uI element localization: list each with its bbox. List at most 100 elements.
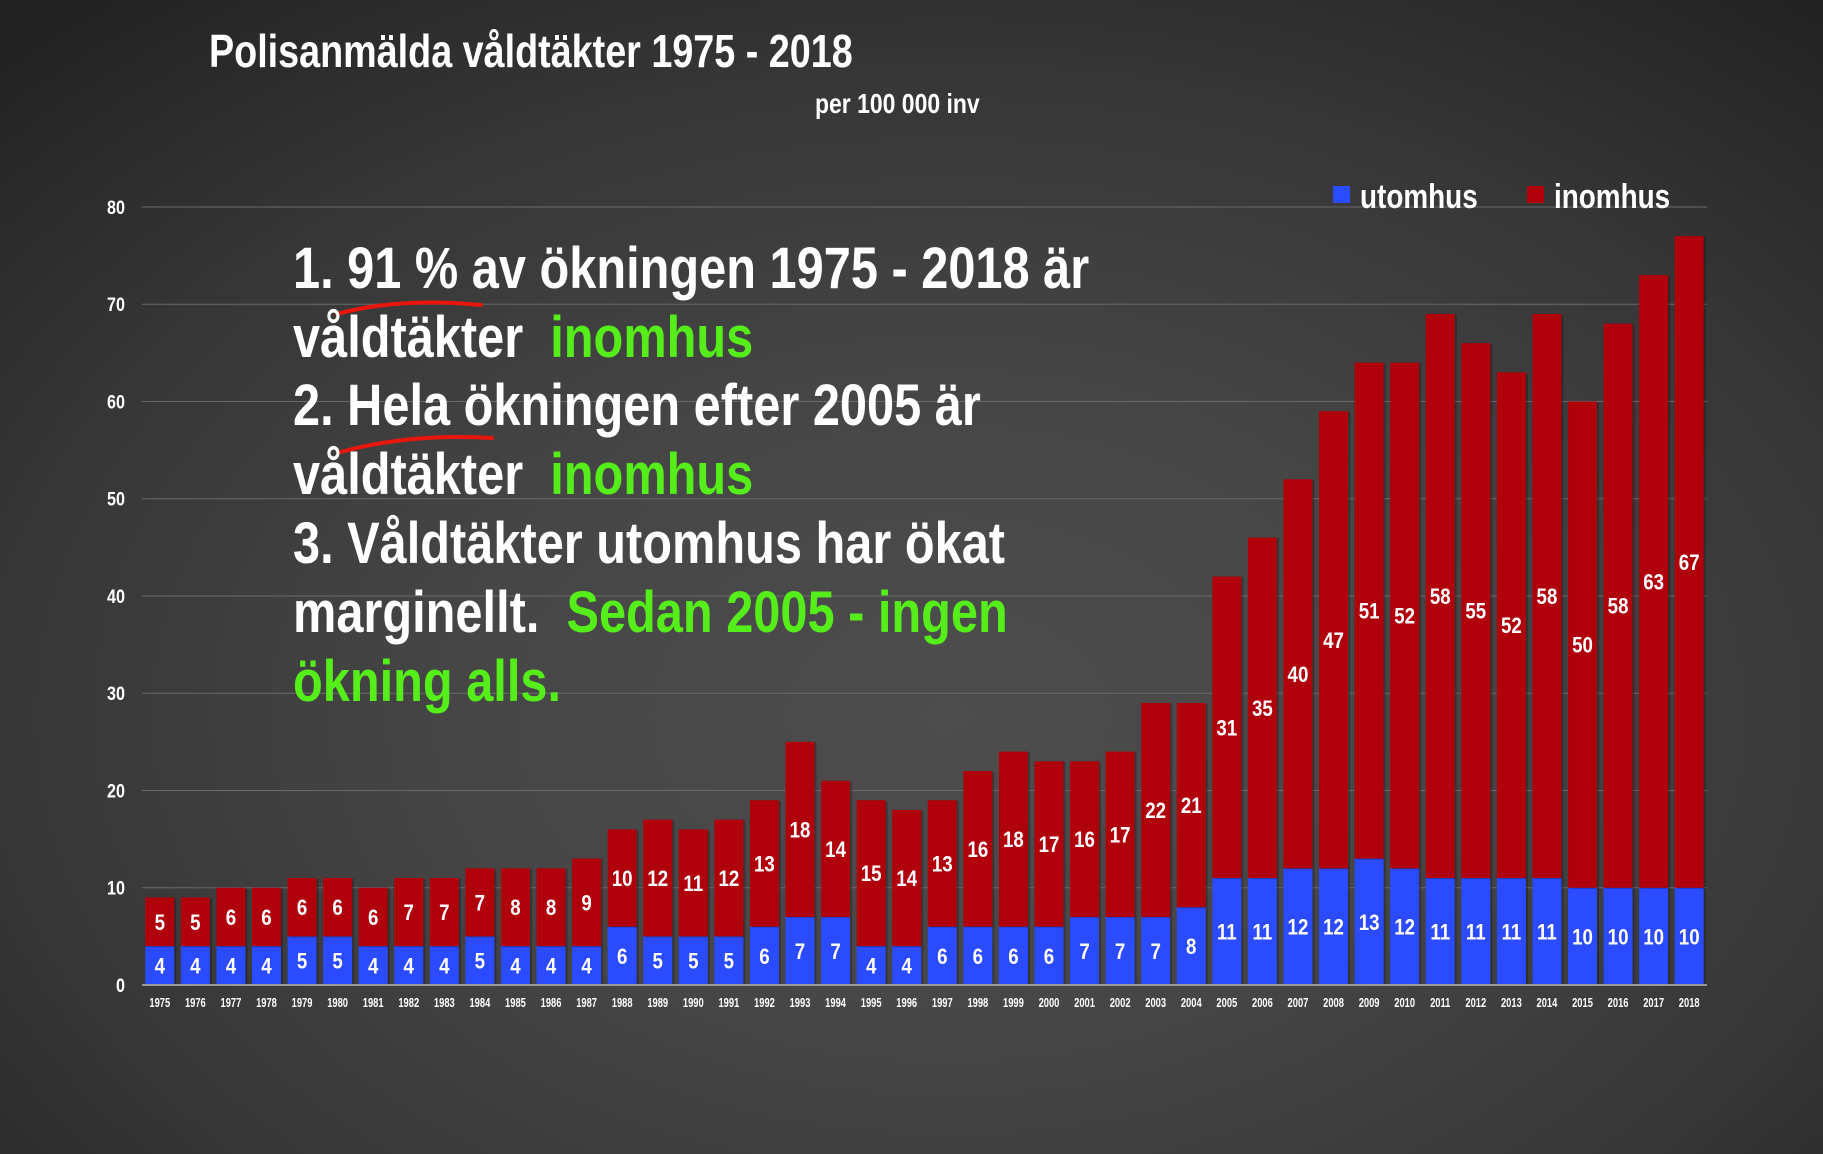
data-label-utomhus-1975: 4 <box>155 955 166 979</box>
note-line-5: 3. Våldtäkter utomhus har ökat <box>293 515 1005 573</box>
x-tick-label: 1993 <box>790 997 811 1011</box>
bar-inomhus-1976 <box>180 897 210 947</box>
data-label-inomhus-2014: 58 <box>1537 586 1558 610</box>
bar-utomhus-2017 <box>1639 887 1669 985</box>
x-tick-label: 1998 <box>967 997 988 1011</box>
x-tick-label: 1975 <box>149 997 170 1011</box>
bar-utomhus-1978 <box>251 946 281 985</box>
data-label-inomhus-1997: 13 <box>932 853 953 877</box>
bar-inomhus-1990 <box>678 829 708 937</box>
x-tick-label: 1995 <box>861 997 882 1011</box>
data-label-utomhus-1980: 5 <box>332 950 342 974</box>
bar-utomhus-1989 <box>643 936 673 985</box>
bar-utomhus-1988 <box>607 926 637 985</box>
data-label-inomhus-2008: 47 <box>1323 629 1344 653</box>
bar-inomhus-1985 <box>500 868 530 947</box>
data-label-inomhus-2017: 63 <box>1643 571 1664 595</box>
x-tick-label: 2012 <box>1465 997 1486 1011</box>
data-label-inomhus-1998: 16 <box>967 839 988 863</box>
x-tick-label: 2015 <box>1572 997 1593 1011</box>
data-label-inomhus-1986: 8 <box>546 897 556 921</box>
data-label-utomhus-1998: 6 <box>973 946 983 970</box>
bar-inomhus-1999 <box>998 751 1028 927</box>
data-label-utomhus-2002: 7 <box>1115 941 1125 965</box>
bar-utomhus-1996 <box>892 946 922 985</box>
bar-inomhus-1993 <box>785 741 815 917</box>
data-label-inomhus-1982: 7 <box>404 902 414 926</box>
bar-utomhus-2001 <box>1070 916 1100 985</box>
bar-utomhus-1994 <box>821 916 851 985</box>
note-line-7: ökning alls. <box>293 653 561 711</box>
data-label-inomhus-1991: 12 <box>718 868 739 892</box>
data-label-utomhus-1999: 6 <box>1008 946 1018 970</box>
bar-inomhus-2007 <box>1283 479 1313 869</box>
data-label-utomhus-1996: 4 <box>902 955 913 979</box>
data-label-inomhus-2009: 51 <box>1359 600 1380 624</box>
bar-inomhus-2016 <box>1603 323 1633 888</box>
bar-inomhus-2013 <box>1496 372 1526 879</box>
x-tick-label: 1989 <box>647 997 668 1011</box>
data-label-utomhus-1977: 4 <box>226 955 237 979</box>
data-label-inomhus-1978: 6 <box>261 907 271 931</box>
bar-inomhus-1975 <box>145 897 175 947</box>
bar-inomhus-2009 <box>1354 362 1384 859</box>
data-label-inomhus-1996: 14 <box>896 868 917 892</box>
bar-utomhus-2009 <box>1354 858 1384 985</box>
y-tick-label: 40 <box>107 586 125 608</box>
note-line-4: våldtäkter inomhus <box>293 446 753 504</box>
data-label-utomhus-2003: 7 <box>1150 941 1160 965</box>
legend-swatch-inomhus <box>1527 186 1544 203</box>
data-labels: 4545464656564647475748484961051251151261… <box>155 552 1700 979</box>
data-label-utomhus-2016: 10 <box>1608 926 1629 950</box>
bar-inomhus-1988 <box>607 829 637 927</box>
bar-inomhus-1978 <box>251 887 281 947</box>
data-label-utomhus-2011: 11 <box>1430 921 1450 945</box>
x-tick-label: 1986 <box>541 997 562 1011</box>
bar-inomhus-2005 <box>1212 576 1242 879</box>
data-label-utomhus-2001: 7 <box>1079 941 1089 965</box>
x-tick-label: 2018 <box>1679 997 1700 1011</box>
bar-inomhus-2018 <box>1674 236 1704 888</box>
x-axis-ticks: 1975 1976 1977 1978 1979 1980 1981 1982 1983 1984… <box>149 997 1699 1011</box>
x-tick-label: 1978 <box>256 997 277 1011</box>
data-label-inomhus-2007: 40 <box>1288 663 1309 687</box>
note-2-highlight: inomhus <box>550 442 754 507</box>
x-tick-label: 1976 <box>185 997 206 1011</box>
bar-inomhus-2006 <box>1247 537 1277 879</box>
data-label-utomhus-1991: 5 <box>724 950 734 974</box>
data-label-utomhus-2012: 11 <box>1466 921 1486 945</box>
bar-inomhus-2011 <box>1425 313 1455 879</box>
note-3-text: 3. Våldtäkter utomhus har ökat <box>293 511 1006 576</box>
note-1-text-cont: våldtäkter <box>293 305 524 370</box>
bar-inomhus-1979 <box>287 878 317 937</box>
x-tick-label: 2006 <box>1252 997 1273 1011</box>
x-tick-label: 2010 <box>1394 997 1415 1011</box>
bar-inomhus-2003 <box>1141 702 1171 917</box>
x-tick-label: 1984 <box>469 997 490 1011</box>
bar-utomhus-2018 <box>1674 887 1704 985</box>
data-label-inomhus-2000: 17 <box>1039 834 1060 858</box>
bar-utomhus-2003 <box>1141 916 1171 985</box>
x-tick-label: 1994 <box>825 997 846 1011</box>
data-label-inomhus-1980: 6 <box>332 897 342 921</box>
bar-utomhus-2008 <box>1319 868 1349 985</box>
data-label-inomhus-2002: 17 <box>1110 824 1131 848</box>
bar-inomhus-1997 <box>927 800 957 927</box>
x-tick-label: 2009 <box>1359 997 1380 1011</box>
bar-utomhus-1992 <box>749 926 779 985</box>
note-line-2: våldtäkter inomhus <box>293 309 753 367</box>
underline-hela <box>339 434 494 454</box>
y-tick-label: 30 <box>107 683 125 705</box>
data-label-utomhus-2008: 12 <box>1323 916 1344 940</box>
bar-utomhus-1980 <box>323 936 353 985</box>
bar-inomhus-1977 <box>216 887 246 947</box>
data-label-utomhus-1982: 4 <box>404 955 415 979</box>
data-label-utomhus-1989: 5 <box>653 950 663 974</box>
bar-inomhus-1986 <box>536 868 566 947</box>
data-label-inomhus-1989: 12 <box>647 868 668 892</box>
data-label-utomhus-1995: 4 <box>866 955 877 979</box>
y-tick-label: 10 <box>107 878 125 900</box>
bar-utomhus-2012 <box>1461 878 1491 985</box>
data-label-inomhus-1979: 6 <box>297 897 307 921</box>
